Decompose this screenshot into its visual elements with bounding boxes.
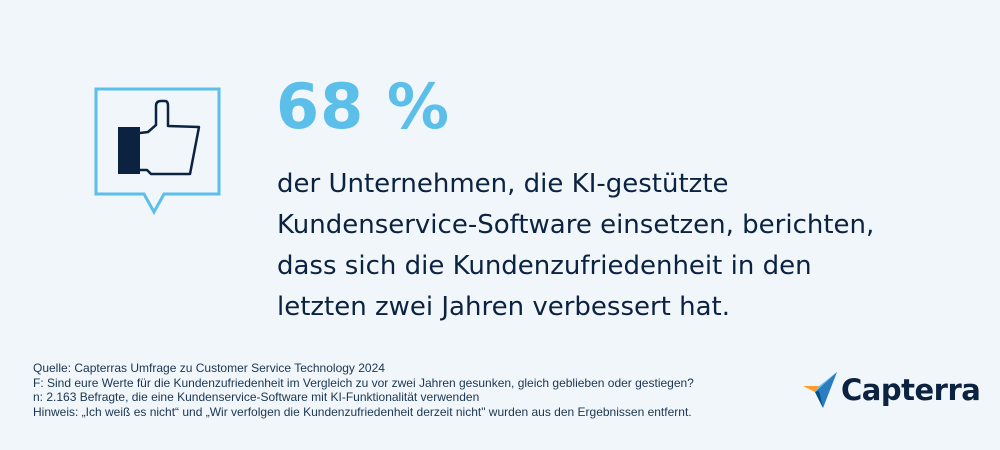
statement-line: Kundenservice-Software einsetzen, berich… <box>277 210 875 240</box>
statement-line: dass sich die Kundenzufriedenheit in den <box>277 251 812 281</box>
headline-percentage: 68 % <box>276 70 450 143</box>
statement-line: der Unternehmen, die KI-gestützte <box>277 169 729 199</box>
question-note: F: Sind eure Werte für die Kundenzufried… <box>33 375 694 390</box>
statement-text: der Unternehmen, die KI-gestützte Kunden… <box>277 164 957 328</box>
capterra-logo-text: Capterra <box>841 373 981 407</box>
sample-note: n: 2.163 Befragte, die eine Kundenservic… <box>33 390 480 405</box>
thumbs-up-speech-bubble-icon <box>92 86 224 224</box>
hint-note: Hinweis: „Ich weiß es nicht“ und „Wir ve… <box>33 405 692 420</box>
statement-line: letzten zwei Jahren verbessert hat. <box>277 292 731 322</box>
footnotes: Quelle: Capterras Umfrage zu Customer Se… <box>33 361 694 420</box>
capterra-logo: Capterra <box>803 372 981 408</box>
source-note: Quelle: Capterras Umfrage zu Customer Se… <box>33 361 385 375</box>
capterra-arrow-icon <box>803 372 837 408</box>
